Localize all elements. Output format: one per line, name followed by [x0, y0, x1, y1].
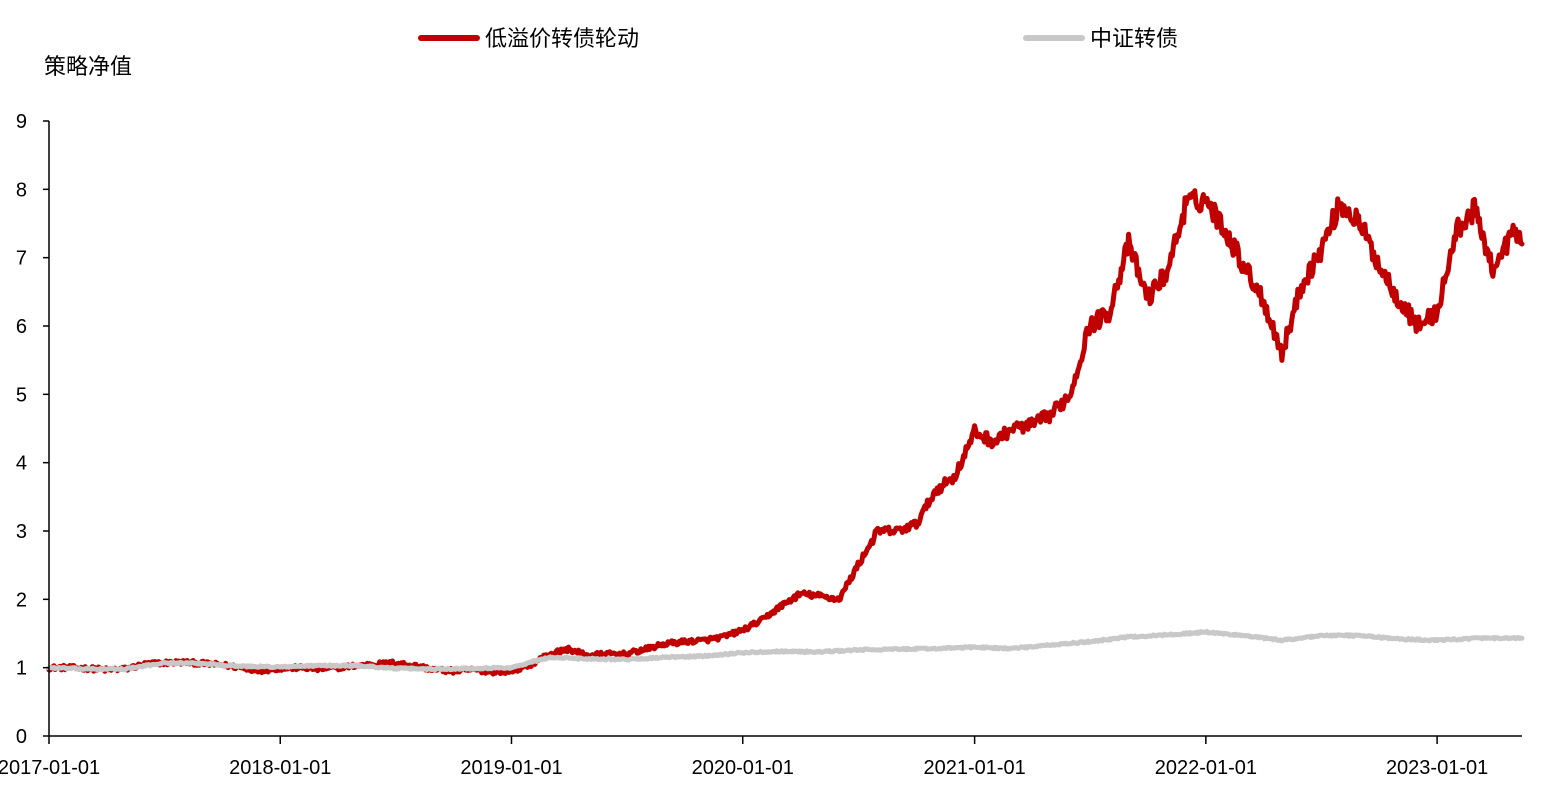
series-layer	[46, 188, 1525, 677]
axes-layer: 0 1 2 3 4 5 6 7 8 9 2017-01-01 2018-01-01 2019-01-01…	[0, 111, 1522, 779]
x-tick-label: 2021-01-01	[923, 757, 1025, 779]
x-tick-label: 2023-01-01	[1386, 757, 1488, 779]
y-tick-label: 6	[16, 316, 27, 338]
y-tick-label: 1	[16, 658, 27, 680]
x-tick-label: 2019-01-01	[460, 757, 562, 779]
legend: 低溢价转债轮动 中证转债	[418, 27, 1178, 52]
x-tick-label: 2022-01-01	[1155, 757, 1257, 779]
y-tick-label: 2	[16, 589, 27, 611]
y-tick-label: 7	[16, 248, 27, 270]
series-line-1	[46, 629, 1525, 673]
y-tick-label: 0	[16, 726, 27, 748]
series-line-0	[46, 188, 1525, 677]
y-axis-label: 策略净值	[44, 55, 132, 80]
x-tick-label: 2020-01-01	[692, 757, 794, 779]
legend-label: 中证转债	[1090, 27, 1178, 52]
y-tick-label: 5	[16, 384, 27, 406]
x-tick-label: 2018-01-01	[229, 757, 331, 779]
y-tick-label: 9	[16, 111, 27, 133]
y-tick-label: 8	[16, 179, 27, 201]
y-tick-label: 3	[16, 521, 27, 543]
x-tick-label: 2017-01-01	[0, 757, 100, 779]
y-tick-label: 4	[16, 453, 27, 475]
legend-label: 低溢价转债轮动	[485, 27, 639, 52]
